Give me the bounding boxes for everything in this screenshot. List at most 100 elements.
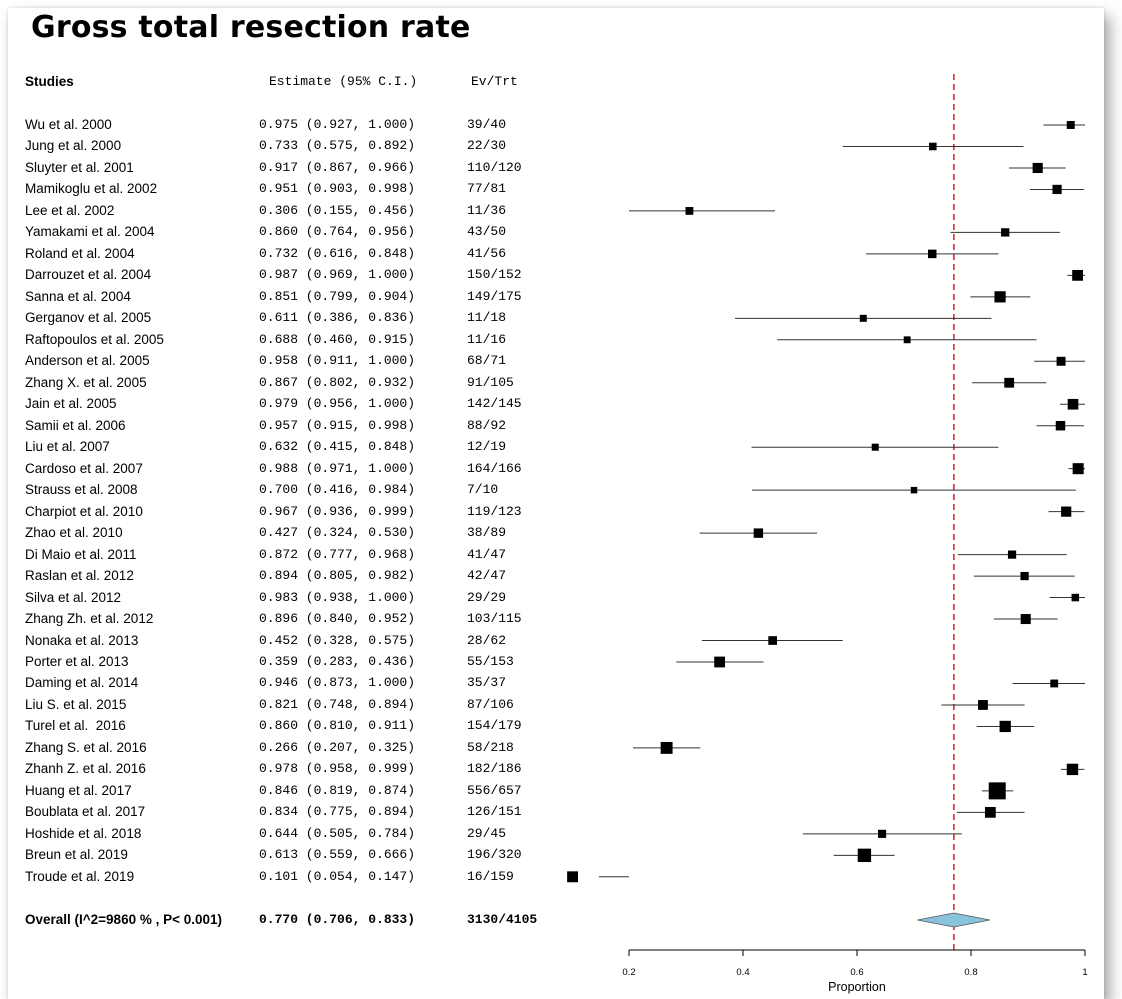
estimate-ci: 0.613 (0.559, 0.666) <box>259 847 416 863</box>
events-total: 22/30 <box>467 138 507 154</box>
estimate-ci: 0.688 (0.460, 0.915) <box>259 331 416 347</box>
estimate-header: Estimate (95% C.I.) <box>269 74 418 89</box>
events-total: 149/175 <box>467 288 522 304</box>
estimate-ci: 0.860 (0.810, 0.911) <box>259 718 416 734</box>
x-tick-label: 0.2 <box>622 967 635 978</box>
study-name: Troude et al. 2019 <box>25 868 135 884</box>
events-total: 126/151 <box>467 804 522 820</box>
estimate-square <box>999 720 1011 733</box>
estimate-ci: 0.306 (0.155, 0.456) <box>259 202 416 218</box>
study-name: Mamikoglu et al. 2002 <box>25 181 158 197</box>
estimate-square <box>685 207 694 215</box>
study-name: Sluyter et al. 2001 <box>25 159 134 175</box>
study-name: Liu S. et al. 2015 <box>25 696 127 712</box>
study-name: Wu et al. 2000 <box>25 117 112 132</box>
estimate-square <box>1007 550 1017 559</box>
estimate-ci: 0.867 (0.802, 0.932) <box>259 374 416 390</box>
study-name: Breun et al. 2019 <box>25 847 128 863</box>
events-total: 164/166 <box>467 460 522 476</box>
estimate-ci: 0.632 (0.415, 0.848) <box>259 439 416 455</box>
estimate-ci: 0.427 (0.324, 0.530) <box>259 525 416 541</box>
estimate-square <box>1056 356 1066 366</box>
estimate-square <box>1071 593 1080 602</box>
events-total: 91/105 <box>467 374 514 390</box>
estimate-square <box>660 741 673 754</box>
study-name: Hoshide et al. 2018 <box>25 825 142 841</box>
study-name: Liu et al. 2007 <box>25 439 110 455</box>
estimate-square <box>768 636 777 645</box>
events-total: 29/45 <box>467 825 507 841</box>
study-name: Porter et al. 2013 <box>25 654 129 669</box>
events-total: 11/18 <box>467 310 507 326</box>
events-total: 58/218 <box>467 739 514 755</box>
events-total: 11/36 <box>467 202 507 218</box>
study-name: Sanna et al. 2004 <box>25 288 131 304</box>
events-total: 556/657 <box>467 782 522 798</box>
estimate-square <box>927 249 937 259</box>
estimate-ci: 0.917 (0.867, 0.966) <box>259 159 416 175</box>
estimate-ci: 0.983 (0.938, 1.000) <box>259 589 416 605</box>
estimate-ci: 0.894 (0.805, 0.982) <box>259 568 416 584</box>
studies-header: Studies <box>25 74 74 89</box>
estimate-square <box>714 656 726 668</box>
estimate-ci: 0.958 (0.911, 1.000) <box>259 353 416 369</box>
estimate-ci: 0.700 (0.416, 0.984) <box>259 482 416 498</box>
events-total: 87/106 <box>467 696 514 712</box>
events-total: 3130/4105 <box>467 912 538 927</box>
estimate-square <box>857 848 872 863</box>
estimate-ci: 0.846 (0.819, 0.874) <box>259 782 416 798</box>
estimate-ci: 0.266 (0.207, 0.325) <box>259 739 416 755</box>
estimate-square <box>1050 679 1059 688</box>
estimate-square <box>985 806 996 818</box>
study-name: Zhao et al. 2010 <box>25 525 123 541</box>
events-total: 28/62 <box>467 632 507 648</box>
study-name: Zhang X. et al. 2005 <box>25 374 147 390</box>
estimate-ci: 0.978 (0.958, 0.999) <box>259 761 416 777</box>
study-name: Di Maio et al. 2011 <box>25 546 137 562</box>
study-name: Cardoso et al. 2007 <box>25 460 143 476</box>
estimate-ci: 0.101 (0.054, 0.147) <box>259 868 416 884</box>
events-total: 41/56 <box>467 245 507 261</box>
estimate-square <box>988 782 1006 800</box>
events-total: 29/29 <box>467 589 507 605</box>
events-total: 77/81 <box>467 181 507 197</box>
estimate-square <box>1072 269 1083 281</box>
events-total: 7/10 <box>467 482 499 498</box>
estimate-square <box>1004 377 1015 388</box>
x-axis-label: Proportion <box>828 980 886 994</box>
study-name: Jain et al. 2005 <box>25 396 117 412</box>
estimate-square <box>1055 420 1066 431</box>
estimate-ci: 0.851 (0.799, 0.904) <box>259 288 416 304</box>
estimate-square <box>1032 162 1043 174</box>
estimate-square <box>903 336 911 344</box>
events-total: 38/89 <box>467 525 507 541</box>
estimate-ci: 0.946 (0.873, 1.000) <box>259 675 416 691</box>
events-total: 43/50 <box>467 224 507 240</box>
study-name: Gerganov et al. 2005 <box>25 310 152 326</box>
events-total: 11/16 <box>467 331 507 347</box>
events-total: 110/120 <box>467 159 522 175</box>
study-name: Zhang Zh. et al. 2012 <box>25 611 154 627</box>
study-name: Raftopoulos et al. 2005 <box>25 331 164 347</box>
estimate-ci: 0.733 (0.575, 0.892) <box>259 138 416 154</box>
estimate-ci: 0.872 (0.777, 0.968) <box>259 546 416 562</box>
events-total: 68/71 <box>467 353 507 369</box>
estimate-square <box>1067 398 1079 410</box>
study-name: Silva et al. 2012 <box>25 589 122 605</box>
study-name: Darrouzet et al. 2004 <box>25 267 152 283</box>
events-total: 42/47 <box>467 568 507 584</box>
study-name: Strauss et al. 2008 <box>25 482 138 498</box>
events-total: 39/40 <box>467 117 507 132</box>
study-name: Roland et al. 2004 <box>25 245 135 261</box>
estimate-ci: 0.979 (0.956, 1.000) <box>259 396 416 412</box>
study-name: Charpiot et al. 2010 <box>25 503 143 519</box>
estimate-square <box>910 486 918 494</box>
estimate-square <box>994 291 1006 303</box>
estimate-square <box>1066 763 1079 776</box>
estimate-ci: 0.821 (0.748, 0.894) <box>259 696 416 712</box>
events-total: 55/153 <box>467 654 514 669</box>
study-name: Lee et al. 2002 <box>25 202 115 218</box>
events-total: 142/145 <box>467 396 522 412</box>
estimate-ci: 0.860 (0.764, 0.956) <box>259 224 416 240</box>
